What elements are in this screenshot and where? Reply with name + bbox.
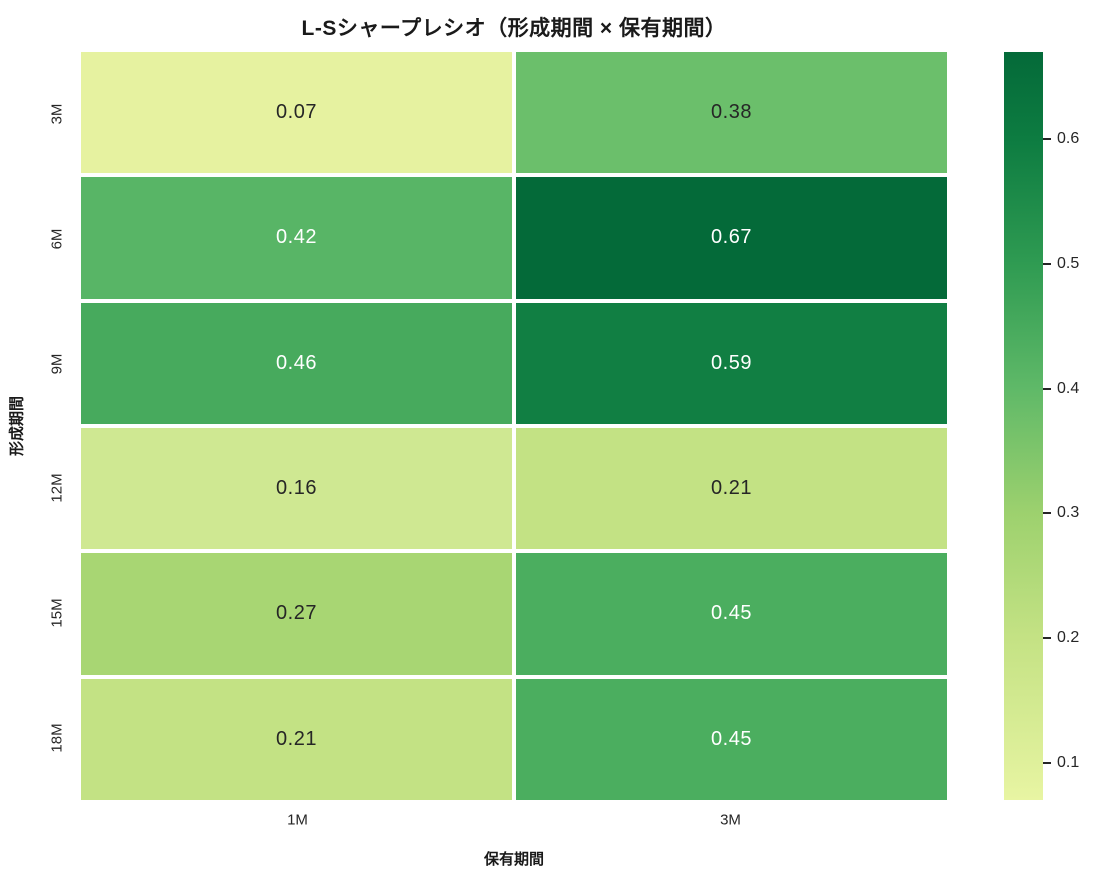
colorbar-tick-mark <box>1043 138 1051 141</box>
colorbar-tick-label: 0.2 <box>1057 628 1080 646</box>
y-axis-label: 形成期間 <box>8 395 26 457</box>
y-tick-label: 12M <box>48 473 66 503</box>
x-tick-label: 1M <box>287 811 308 829</box>
cell-value-label: 0.45 <box>711 602 752 625</box>
x-axis-label: 保有期間 <box>483 851 544 868</box>
colorbar-tick-mark <box>1043 636 1051 639</box>
cell-value-label: 0.27 <box>276 602 317 625</box>
y-tick-label: 6M <box>48 228 66 250</box>
cell-value-label: 0.59 <box>711 351 752 374</box>
colorbar-tick-mark <box>1043 761 1051 764</box>
heatmap-cell: 0.38 <box>516 52 947 174</box>
colorbar-tick-label: 0.3 <box>1057 504 1080 522</box>
cell-value-label: 0.38 <box>711 101 752 124</box>
y-tick-label: 15M <box>48 598 66 628</box>
colorbar-tick-label: 0.4 <box>1057 379 1080 397</box>
colorbar-tick-label: 0.1 <box>1057 753 1080 771</box>
cell-value-label: 0.16 <box>276 477 317 500</box>
y-tick-label: 3M <box>48 103 66 125</box>
cell-value-label: 0.67 <box>711 226 752 249</box>
colorbar <box>1004 52 1043 800</box>
cell-value-label: 0.21 <box>276 727 317 750</box>
colorbar-tick-mark <box>1043 512 1051 515</box>
colorbar-tick-label: 0.5 <box>1057 254 1080 272</box>
heatmap-cell: 0.07 <box>81 52 512 174</box>
heatmap-cell: 0.21 <box>81 678 512 800</box>
chart-title: L-Sシャープレシオ（形成期間 × 保有期間） <box>301 17 727 40</box>
heatmap-cell: 0.59 <box>516 302 947 424</box>
cell-value-label: 0.46 <box>276 351 317 374</box>
x-tick-label: 3M <box>720 811 741 829</box>
colorbar-tick-mark <box>1043 387 1051 390</box>
heatmap-cell: 0.67 <box>516 177 947 299</box>
heatmap-cell: 0.16 <box>81 428 512 550</box>
heatmap-cell: 0.46 <box>81 302 512 424</box>
colorbar-tick-mark <box>1043 262 1051 265</box>
heatmap-cell: 0.45 <box>516 553 947 675</box>
heatmap-plot-area: 0.07 0.38 0.42 0.67 0.46 0.59 0.16 0.21 0.27 0.45… <box>81 52 947 800</box>
y-tick-label: 18M <box>48 723 66 753</box>
heatmap-cell: 0.27 <box>81 553 512 675</box>
colorbar-tick-label: 0.6 <box>1057 130 1080 148</box>
heatmap-cell: 0.42 <box>81 177 512 299</box>
heatmap-cell: 0.45 <box>516 678 947 800</box>
y-tick-label: 9M <box>48 353 66 375</box>
cell-value-label: 0.21 <box>711 477 752 500</box>
cell-value-label: 0.45 <box>711 727 752 750</box>
cell-value-label: 0.07 <box>276 101 317 124</box>
cell-value-label: 0.42 <box>276 226 317 249</box>
heatmap-cell: 0.21 <box>516 428 947 550</box>
